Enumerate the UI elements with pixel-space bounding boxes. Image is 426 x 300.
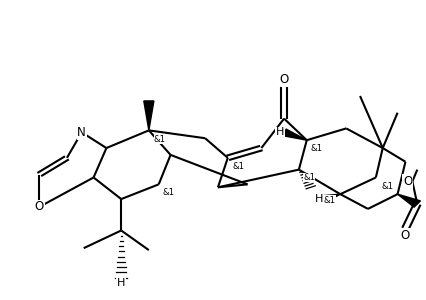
Text: O: O xyxy=(35,200,44,213)
Text: &1: &1 xyxy=(232,162,244,171)
Text: O: O xyxy=(403,175,412,188)
Polygon shape xyxy=(282,129,307,140)
Text: H: H xyxy=(276,127,284,137)
Polygon shape xyxy=(144,101,154,130)
Text: &1: &1 xyxy=(303,173,315,182)
Polygon shape xyxy=(322,194,340,202)
Text: &1: &1 xyxy=(154,135,166,144)
Text: &1: &1 xyxy=(324,196,336,205)
Text: &1: &1 xyxy=(163,188,175,197)
Text: &1: &1 xyxy=(381,182,393,191)
Text: O: O xyxy=(401,229,410,242)
Text: H: H xyxy=(315,194,323,204)
Text: H: H xyxy=(117,278,125,288)
Text: &1: &1 xyxy=(311,144,323,153)
Text: N: N xyxy=(78,126,86,139)
Polygon shape xyxy=(397,194,420,207)
Text: O: O xyxy=(279,73,289,86)
